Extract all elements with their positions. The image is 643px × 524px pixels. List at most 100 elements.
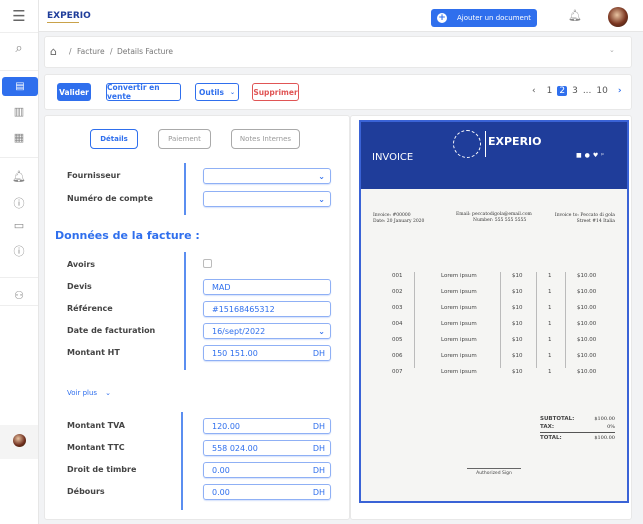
invoice-header: INVOICE EXPERIO ■●♥ᵖ <box>361 122 627 189</box>
sidebar-footer <box>0 425 38 459</box>
row-price: $10 <box>512 289 523 295</box>
page-1[interactable]: 1 <box>546 86 553 96</box>
row-price: $10 <box>512 337 523 343</box>
bell-icon[interactable]: 🔔︎ <box>12 170 26 183</box>
validate-button[interactable]: Valider <box>57 83 91 101</box>
row-price: $10 <box>512 273 523 279</box>
home-icon[interactable]: ⌂ <box>50 45 57 58</box>
page-ellipsis: ... <box>582 86 592 96</box>
tab-payment[interactable]: Paiement <box>158 129 211 149</box>
invoice-icon[interactable]: ▤ <box>2 77 38 96</box>
row-qty: 1 <box>548 369 552 375</box>
devis-input[interactable]: MAD <box>203 279 331 295</box>
row-qty: 1 <box>548 337 552 343</box>
calculator-icon[interactable]: ▦ <box>13 131 25 144</box>
invoice-email: Email: peccatodigola@email.com <box>456 212 532 217</box>
top-bar: EXPERIO + Ajouter un document 🔔︎ <box>39 0 643 32</box>
chat-icon[interactable]: ▭ <box>13 219 25 232</box>
row-qty: 1 <box>548 273 552 279</box>
invoice-street: Street #14 Italia <box>576 219 615 224</box>
alert-icon[interactable]: ⓘ <box>13 245 25 258</box>
breadcrumb-facture[interactable]: Facture <box>77 47 105 56</box>
row-desc: Lorem ipsum <box>441 289 477 295</box>
invoice-phone: Number: 555 555 5555 <box>473 218 527 223</box>
row-qty: 1 <box>548 321 552 327</box>
row-total: $10.00 <box>577 273 597 279</box>
invoice-title: INVOICE <box>372 152 414 163</box>
chevron-down-icon: ⌄ <box>318 326 325 336</box>
row-total: $10.00 <box>577 369 597 375</box>
row-total: $10.00 <box>577 353 597 359</box>
invoice-to: Invoice to: Peccato di gola <box>554 213 615 218</box>
see-more-link[interactable]: Voir plus ⌄ <box>67 389 111 397</box>
page-3[interactable]: 3 <box>572 86 578 96</box>
tab-details[interactable]: Détails <box>90 129 138 149</box>
user-icon[interactable]: ⚇ <box>14 289 24 302</box>
tax-value: 0% <box>607 424 615 430</box>
divider <box>184 252 186 370</box>
supplier-label: Fournisseur <box>67 171 121 180</box>
date-select[interactable]: 16/sept/2022 ⌄ <box>203 323 331 339</box>
page-10[interactable]: 10 <box>596 86 608 96</box>
debours-label: Débours <box>67 487 105 496</box>
chevron-down-icon[interactable]: ⌄ <box>609 46 615 54</box>
montant-ttc-input[interactable]: 558 024.00 DH <box>203 440 331 456</box>
divider <box>181 412 183 510</box>
divider <box>184 163 186 215</box>
montant-tva-input[interactable]: 120.00 DH <box>203 418 331 434</box>
droit-timbre-input[interactable]: 0.00 DH <box>203 462 331 478</box>
row-qty: 1 <box>548 289 552 295</box>
receipt-icon[interactable]: ▥ <box>13 105 25 118</box>
prev-page-icon[interactable]: ‹ <box>532 86 536 96</box>
search-icon[interactable]: ⌕ <box>15 41 23 56</box>
row-price: $10 <box>512 369 523 375</box>
date-label: Date de facturation <box>67 326 156 335</box>
convert-button[interactable]: Convertir en vente <box>106 83 181 101</box>
chevron-down-icon: ⌄ <box>318 194 325 204</box>
menu-icon[interactable]: ☰ <box>12 7 26 25</box>
delete-button[interactable]: Supprimer <box>252 83 299 101</box>
debours-input[interactable]: 0.00 DH <box>203 484 331 500</box>
breadcrumb-separator: / <box>69 47 72 56</box>
breadcrumb-details: Details Facture <box>117 47 173 56</box>
avatar[interactable] <box>608 7 628 27</box>
authorized-sign: Authorized Sign <box>476 471 512 476</box>
plus-circle-icon: + <box>437 13 447 23</box>
row-id: 003 <box>392 305 403 311</box>
row-desc: Lorem ipsum <box>441 321 477 327</box>
tools-dropdown[interactable]: Outils ⌄ <box>195 83 239 101</box>
subtotal-value: $100.00 <box>594 416 615 422</box>
invoice-preview: INVOICE EXPERIO ■●♥ᵖ Invoice: #00000 Dat… <box>359 120 629 503</box>
next-page-icon[interactable]: › <box>617 86 622 96</box>
row-id: 005 <box>392 337 403 343</box>
chevron-down-icon: ⌄ <box>229 88 235 96</box>
montant-ttc-label: Montant TTC <box>67 443 125 452</box>
row-total: $10.00 <box>577 305 597 311</box>
row-price: $10 <box>512 353 523 359</box>
page-2[interactable]: 2 <box>557 86 568 96</box>
brain-logo-icon <box>453 130 481 158</box>
row-desc: Lorem ipsum <box>441 353 477 359</box>
avoirs-checkbox[interactable] <box>203 259 212 268</box>
montant-ht-input[interactable]: 150 151.00 DH <box>203 345 331 361</box>
chevron-down-icon: ⌄ <box>105 389 111 397</box>
avatar[interactable] <box>13 434 26 447</box>
help-icon[interactable]: ⓘ <box>13 197 25 210</box>
supplier-select[interactable]: ⌄ <box>203 168 331 184</box>
reference-input[interactable]: #15168465312 <box>203 301 331 317</box>
invoice-number: Invoice: #00000 <box>373 213 411 218</box>
row-total: $10.00 <box>577 289 597 295</box>
row-id: 002 <box>392 289 403 295</box>
row-price: $10 <box>512 321 523 327</box>
row-id: 006 <box>392 353 403 359</box>
logo-underline <box>47 22 79 23</box>
total-value: $100.00 <box>594 435 615 441</box>
tax-label: TAX: <box>540 424 555 430</box>
invoice-brand: EXPERIO <box>488 135 542 148</box>
droit-timbre-label: Droit de timbre <box>67 465 137 474</box>
account-number-select[interactable]: ⌄ <box>203 191 331 207</box>
tab-notes[interactable]: Notes Internes <box>231 129 300 149</box>
row-total: $10.00 <box>577 337 597 343</box>
add-document-button[interactable]: + Ajouter un document <box>431 9 537 27</box>
bell-icon[interactable]: 🔔︎ <box>568 9 582 22</box>
